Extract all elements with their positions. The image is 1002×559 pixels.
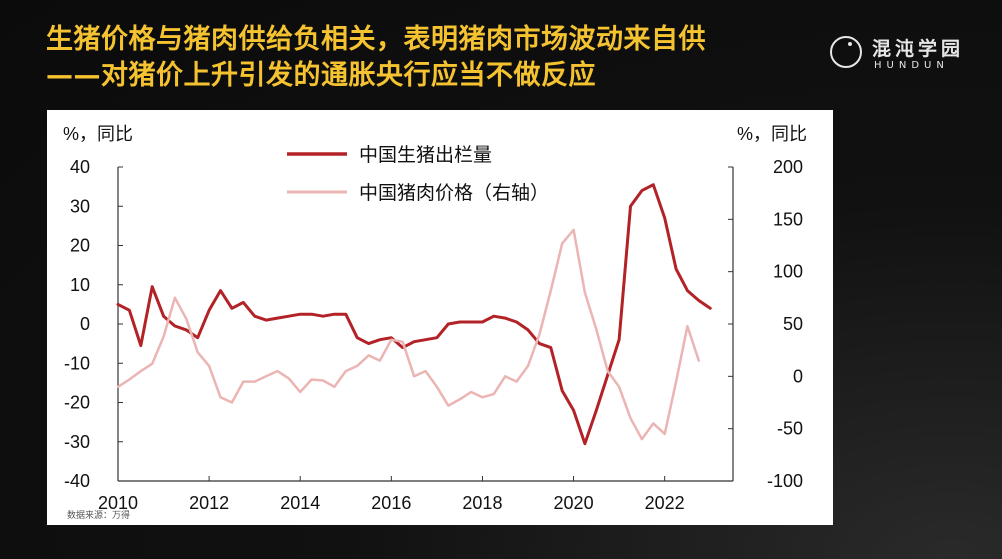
left-axis-tick-label: -20 <box>64 393 90 413</box>
x-axis-tick-label: 2016 <box>371 493 411 513</box>
left-axis-tick-label: -40 <box>64 471 90 491</box>
chart-area: 403020100-10-20-30-40200150100500-50-100… <box>63 124 807 513</box>
hundun-logo: 混沌学园 HUNDUN <box>828 34 978 74</box>
right-axis-unit-label: %，同比 <box>737 124 807 144</box>
right-axis-tick-label: 100 <box>773 262 803 282</box>
slide-title: 生猪价格与猪肉供给负相关，表明猪肉市场波动来自供 ——对猪价上升引发的通胀央行应… <box>46 22 706 94</box>
left-axis-tick-label: 0 <box>80 314 90 334</box>
right-axis-tick-label: 0 <box>793 366 803 386</box>
slide-title-line-1: 生猪价格与猪肉供给负相关，表明猪肉市场波动来自供 <box>46 24 706 55</box>
left-axis-tick-label: -10 <box>64 353 90 373</box>
right-axis-tick-label: 50 <box>783 314 803 334</box>
source-note: 数据来源：万得 <box>67 511 131 521</box>
hundun-logo-icon <box>830 36 862 68</box>
right-axis-tick-label: -100 <box>767 471 803 491</box>
right-axis-tick-label: 200 <box>773 157 803 177</box>
x-axis-tick-label: 2010 <box>98 493 138 513</box>
left-axis-tick-label: 40 <box>70 157 90 177</box>
left-axis-tick-label: -30 <box>64 432 90 452</box>
series-line-1 <box>116 183 712 446</box>
x-axis-tick-label: 2012 <box>189 493 229 513</box>
slide-title-line-2: ——对猪价上升引发的通胀央行应当不做反应 <box>46 60 596 91</box>
x-axis-tick-label: 2018 <box>462 493 502 513</box>
series-line-2 <box>116 228 701 441</box>
x-axis-tick-label: 2014 <box>280 493 320 513</box>
legend-label-2: 中国猪肉价格（右轴） <box>359 182 549 204</box>
logo-name-cn: 混沌学园 <box>872 38 965 60</box>
x-axis-tick-label: 2022 <box>645 493 685 513</box>
left-axis-tick-label: 30 <box>70 196 90 216</box>
chart-axes: 403020100-10-20-30-40200150100500-50-100… <box>63 124 807 513</box>
left-axis-tick-label: 10 <box>70 275 90 295</box>
legend-label-1: 中国生猪出栏量 <box>359 144 492 166</box>
right-axis-tick-label: 150 <box>773 209 803 229</box>
chart-panel: 40 30 20 10 0 -10 -20 -30 -40 200 150 100 50 0 -50 -100… <box>47 110 833 525</box>
x-axis-tick-label: 2020 <box>554 493 594 513</box>
chart-series-layer <box>116 183 712 446</box>
logo-name-en: HUNDUN <box>874 60 949 71</box>
right-axis-tick-label: -50 <box>777 419 803 439</box>
left-axis-tick-label: 20 <box>70 236 90 256</box>
left-axis-unit-label: %，同比 <box>63 124 133 144</box>
